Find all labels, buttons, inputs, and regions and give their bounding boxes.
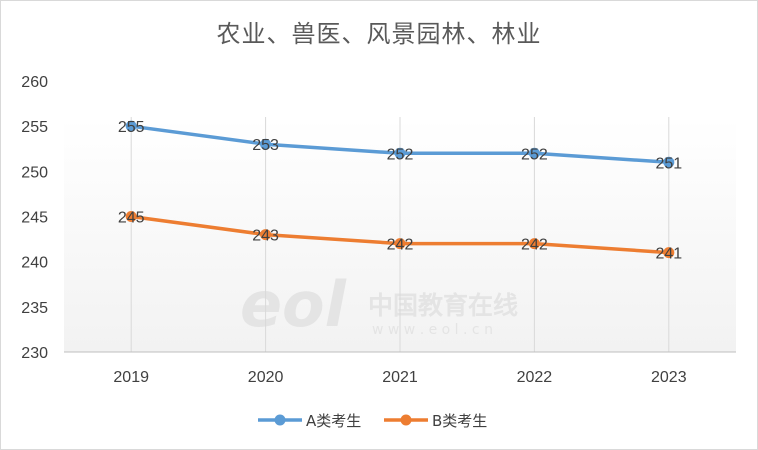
data-point (663, 156, 675, 168)
y-tick-label: 260 (21, 74, 48, 91)
y-tick-label: 230 (21, 345, 48, 362)
data-point (260, 229, 272, 241)
y-tick-label: 255 (21, 119, 48, 136)
y-tick-label: 235 (21, 300, 48, 317)
y-tick-label: 240 (21, 255, 48, 272)
data-point (260, 138, 272, 150)
data-point (125, 211, 137, 222)
y-tick-label: 245 (21, 210, 48, 227)
y-tick-label: 250 (21, 164, 48, 181)
x-tick-label: 2022 (517, 369, 553, 386)
watermark-logo: eol (240, 268, 347, 341)
data-label: 252 (521, 146, 548, 163)
data-label: 255 (118, 119, 145, 136)
data-point (125, 120, 137, 132)
data-label: 245 (118, 210, 145, 227)
data-label: 242 (521, 237, 548, 254)
chart-title: 农业、兽医、风景园林、林业 (216, 20, 542, 48)
watermark-cn-text: 中国教育在线 (368, 291, 518, 320)
data-label: 242 (387, 237, 414, 254)
data-label: 253 (252, 137, 279, 154)
legend-label-1: B类考生 (432, 412, 487, 430)
data-point (663, 247, 675, 259)
data-point (394, 147, 406, 159)
data-label: 251 (655, 155, 682, 172)
data-point (394, 238, 406, 250)
data-point (528, 147, 540, 159)
x-tick-label: 2023 (651, 369, 687, 386)
data-label: 243 (252, 228, 279, 245)
legend-marker-1 (400, 414, 412, 426)
data-point (528, 238, 540, 250)
eol-watermark: eol 中国教育在线 w w w . e o l . c n (240, 268, 518, 341)
watermark-url: w w w . e o l . c n (372, 322, 493, 338)
data-label: 252 (387, 146, 414, 163)
x-tick-label: 2020 (248, 369, 284, 386)
x-tick-label: 2019 (113, 369, 149, 386)
legend-label-0: A类考生 (306, 412, 361, 430)
legend-marker-0 (274, 414, 286, 426)
x-tick-label: 2021 (382, 369, 418, 386)
data-label: 241 (655, 246, 682, 263)
